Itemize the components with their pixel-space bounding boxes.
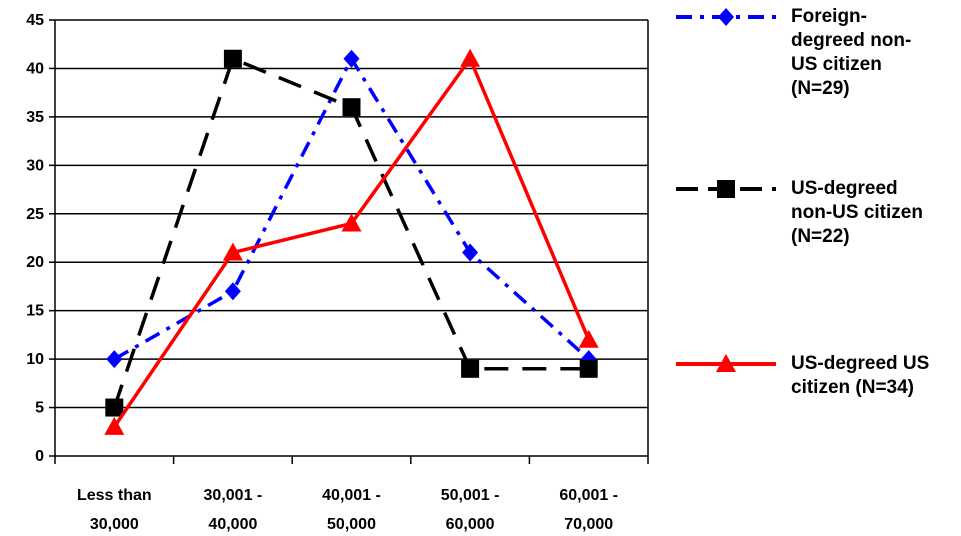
data-point xyxy=(105,398,124,417)
x-tick-label-line2: 40,000 xyxy=(208,516,257,533)
x-tick-label-line2: 50,000 xyxy=(327,516,376,533)
y-tick-label: 15 xyxy=(26,303,44,320)
legend-entry-2: US-degreed non-US citizen (N=22) xyxy=(676,178,923,247)
data-point xyxy=(222,242,243,261)
data-point xyxy=(461,359,480,378)
y-tick-label: 10 xyxy=(26,351,44,368)
y-tick-label: 40 xyxy=(26,60,44,77)
legend-label-line: US citizen xyxy=(791,54,882,75)
data-point xyxy=(106,350,123,369)
y-axis-tick-labels: 0 5 10 15 20 25 30 35 40 45 xyxy=(26,12,44,465)
legend-label-line: US-degreed US xyxy=(791,353,929,374)
y-tick-label: 20 xyxy=(26,254,44,271)
x-tick-label-line1: 50,001 - xyxy=(441,487,500,504)
y-tick-label: 30 xyxy=(26,157,44,174)
legend-marker xyxy=(716,354,736,372)
legend: Foreign-degreed non- US citizen (N=29) US-d… xyxy=(676,6,929,398)
data-point xyxy=(579,359,598,378)
y-tick-label: 0 xyxy=(35,448,44,465)
data-point xyxy=(342,98,361,117)
x-tick-label-line1: 40,001 - xyxy=(322,487,381,504)
x-tick-label-line2: 60,000 xyxy=(446,516,495,533)
legend-entry-1: Foreign-degreed non- US citizen (N=29) xyxy=(676,6,911,99)
data-point xyxy=(578,329,599,348)
legend-marker xyxy=(718,8,734,26)
y-tick-label: 45 xyxy=(26,12,44,29)
legend-label-line: (N=29) xyxy=(791,78,850,99)
legend-marker xyxy=(717,180,735,198)
x-axis-tick-labels: Less than 30,000 30,001 - 40,000 40,001 - 50,… xyxy=(77,487,618,533)
legend-label-line: citizen (N=34) xyxy=(791,377,914,398)
x-tick-label-line1: Less than xyxy=(77,487,152,504)
y-tick-label: 25 xyxy=(26,206,44,223)
data-point xyxy=(343,49,360,68)
legend-entry-3: US-degreed US citizen (N=34) xyxy=(676,353,929,398)
x-tick-label-line1: 30,001 - xyxy=(204,487,263,504)
series-group xyxy=(104,48,599,435)
data-point xyxy=(341,213,362,232)
legend-label-line: US-degreed xyxy=(791,178,898,199)
x-tick-label-line2: 70,000 xyxy=(564,516,613,533)
legend-label-line: degreed non- xyxy=(791,30,911,51)
data-point xyxy=(224,282,241,301)
y-tick-label: 5 xyxy=(35,400,44,417)
x-tick-label-line2: 30,000 xyxy=(90,516,139,533)
series-3 xyxy=(104,48,599,435)
data-point xyxy=(460,48,481,67)
x-tick-label-line1: 60,001 - xyxy=(559,487,618,504)
data-point xyxy=(223,49,242,68)
legend-label-line: non-US citizen xyxy=(791,202,923,223)
series-1 xyxy=(106,49,597,369)
y-tick-label: 35 xyxy=(26,109,44,126)
data-point xyxy=(104,416,125,435)
data-point xyxy=(462,243,479,262)
legend-label-line: (N=22) xyxy=(791,226,850,247)
plot-area xyxy=(49,19,649,464)
legend-label-line: Foreign- xyxy=(791,6,867,27)
series-2 xyxy=(105,49,598,417)
